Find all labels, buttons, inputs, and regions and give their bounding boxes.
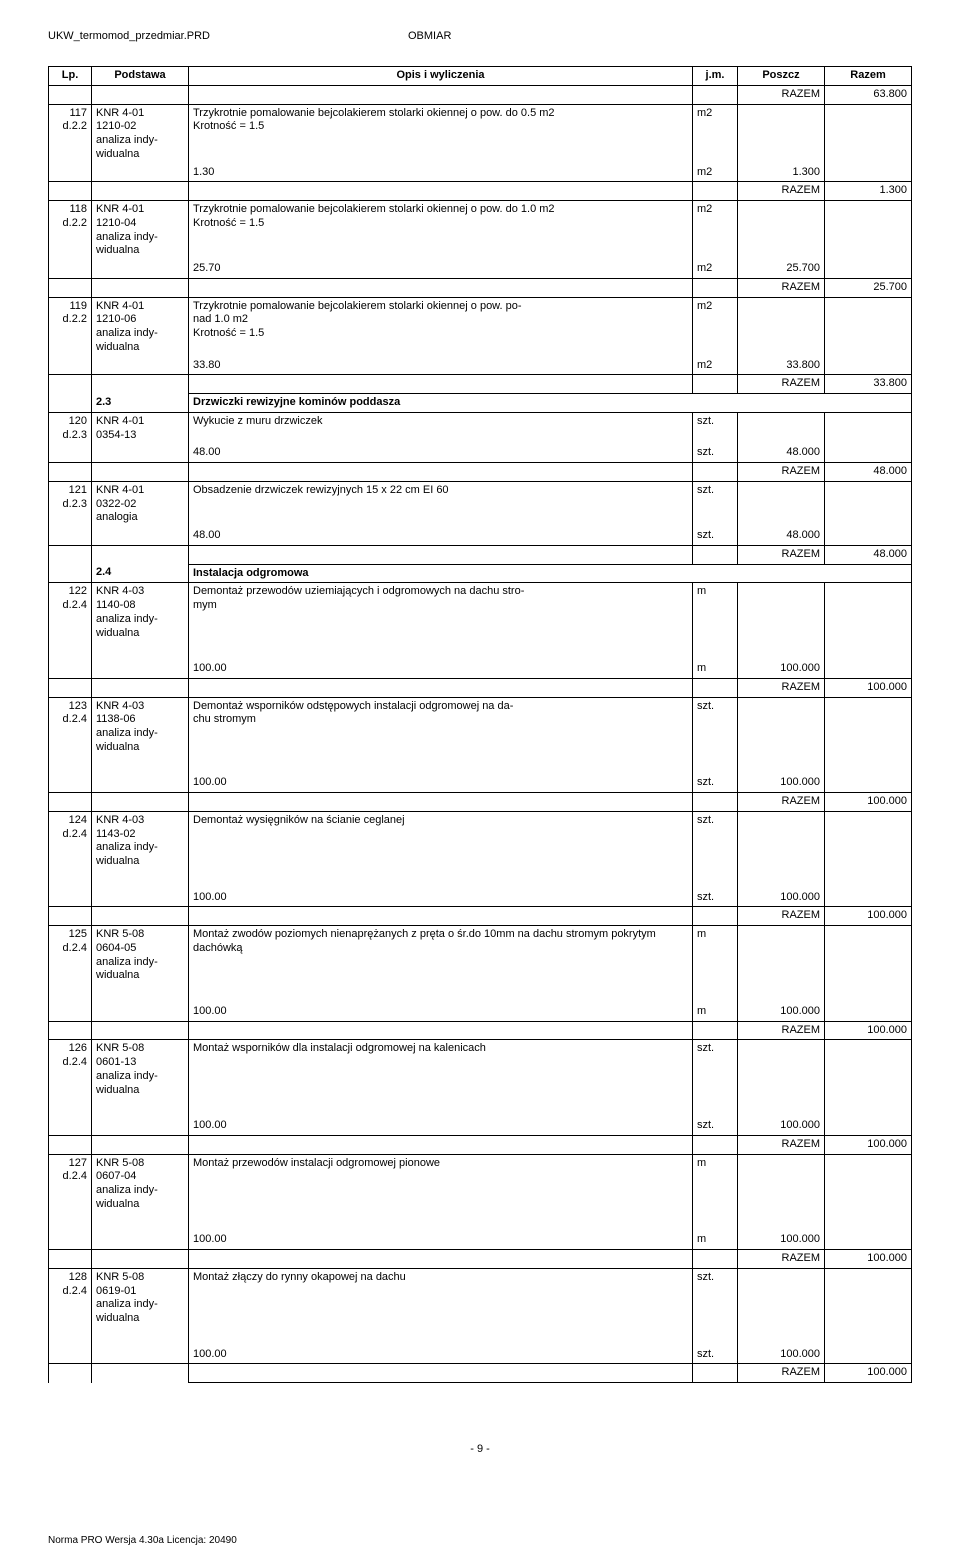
table-row: RAZEM100.000 bbox=[49, 793, 912, 812]
col-razem: Razem bbox=[825, 67, 912, 86]
table-row: 1.30m21.300 bbox=[49, 164, 912, 182]
col-lp: Lp. bbox=[49, 67, 92, 86]
table-row: 127d.2.4KNR 5-08 0607-04 analiza indy- w… bbox=[49, 1154, 912, 1214]
table-row: 123d.2.4KNR 4-03 1138-06 analiza indy- w… bbox=[49, 697, 912, 757]
row-desc: Trzykrotnie pomalowanie bejcolakierem st… bbox=[189, 297, 693, 357]
table-row: RAZEM48.000 bbox=[49, 463, 912, 482]
row-desc: Obsadzenie drzwiczek rewizyjnych 15 x 22… bbox=[189, 481, 693, 527]
row-desc: Wykucie z muru drzwiczek bbox=[189, 412, 693, 444]
table-row bbox=[49, 757, 912, 775]
row-lp: 127d.2.4 bbox=[49, 1154, 92, 1214]
table-row: 128d.2.4KNR 5-08 0619-01 analiza indy- w… bbox=[49, 1268, 912, 1328]
row-desc: Montaż wsporników dla instalacji odgromo… bbox=[189, 1040, 693, 1100]
row-lp: 120d.2.3 bbox=[49, 412, 92, 444]
section-row: 2.4Instalacja odgromowa bbox=[49, 564, 912, 583]
table-row: 48.00szt.48.000 bbox=[49, 444, 912, 462]
row-code: KNR 5-08 0619-01 analiza indy- widualna bbox=[92, 1268, 189, 1328]
table-row bbox=[49, 1328, 912, 1346]
row-code: KNR 4-03 1143-02 analiza indy- widualna bbox=[92, 811, 189, 871]
table-row bbox=[49, 985, 912, 1003]
table-row: 33.80m233.800 bbox=[49, 357, 912, 375]
row-desc: Demontaż wsporników odstępowych instalac… bbox=[189, 697, 693, 757]
row-lp: 126d.2.4 bbox=[49, 1040, 92, 1100]
col-opis: Opis i wyliczenia bbox=[189, 67, 693, 86]
table-row: RAZEM100.000 bbox=[49, 1021, 912, 1040]
footer-text: Norma PRO Wersja 4.30a Licencja: 20490 bbox=[0, 1535, 960, 1546]
row-desc: Montaż przewodów instalacji odgromowej p… bbox=[189, 1154, 693, 1214]
table-row: 100.00szt.100.000 bbox=[49, 889, 912, 907]
row-lp: 119d.2.2 bbox=[49, 297, 92, 357]
row-desc: Demontaż wysięgników na ścianie ceglanej bbox=[189, 811, 693, 871]
col-podstawa: Podstawa bbox=[92, 67, 189, 86]
row-code: KNR 5-08 0607-04 analiza indy- widualna bbox=[92, 1154, 189, 1214]
table-row: RAZEM100.000 bbox=[49, 1135, 912, 1154]
table-row: 126d.2.4KNR 5-08 0601-13 analiza indy- w… bbox=[49, 1040, 912, 1100]
table-row: 100.00szt.100.000 bbox=[49, 774, 912, 792]
table-row: 100.00szt.100.000 bbox=[49, 1117, 912, 1135]
section-title: Drzwiczki rewizyjne kominów poddasza bbox=[189, 394, 912, 413]
doc-header: UKW_termomod_przedmiar.PRD OBMIAR bbox=[48, 30, 912, 42]
table-row: 122d.2.4KNR 4-03 1140-08 analiza indy- w… bbox=[49, 583, 912, 643]
row-lp: 122d.2.4 bbox=[49, 583, 92, 643]
row-lp: 117d.2.2 bbox=[49, 104, 92, 164]
row-code: KNR 4-01 1210-06 analiza indy- widualna bbox=[92, 297, 189, 357]
row-lp: 128d.2.4 bbox=[49, 1268, 92, 1328]
row-desc: Trzykrotnie pomalowanie bejcolakierem st… bbox=[189, 201, 693, 261]
row-lp: 121d.2.3 bbox=[49, 481, 92, 527]
row-code: KNR 4-03 1140-08 analiza indy- widualna bbox=[92, 583, 189, 643]
table-row bbox=[49, 871, 912, 889]
col-poszcz: Poszcz bbox=[738, 67, 825, 86]
row-lp: 125d.2.4 bbox=[49, 926, 92, 986]
row-code: KNR 4-01 0354-13 bbox=[92, 412, 189, 444]
page-number: - 9 - bbox=[48, 1443, 912, 1455]
table-row: 100.00m100.000 bbox=[49, 1003, 912, 1021]
row-code: KNR 4-01 0322-02 analogia bbox=[92, 481, 189, 527]
table-row: 25.70m225.700 bbox=[49, 260, 912, 278]
row-desc: Trzykrotnie pomalowanie bejcolakierem st… bbox=[189, 104, 693, 164]
table-row: 124d.2.4KNR 4-03 1143-02 analiza indy- w… bbox=[49, 811, 912, 871]
table-row bbox=[49, 1099, 912, 1117]
row-lp: 124d.2.4 bbox=[49, 811, 92, 871]
table-row: 119d.2.2KNR 4-01 1210-06 analiza indy- w… bbox=[49, 297, 912, 357]
section-title: Instalacja odgromowa bbox=[189, 564, 912, 583]
row-code: KNR 4-01 1210-02 analiza indy- widualna bbox=[92, 104, 189, 164]
row-code: KNR 4-01 1210-04 analiza indy- widualna bbox=[92, 201, 189, 261]
doc-header-right: OBMIAR bbox=[408, 30, 912, 42]
table-row: 121d.2.3KNR 4-01 0322-02 analogiaObsadze… bbox=[49, 481, 912, 527]
table-row: 100.00m100.000 bbox=[49, 660, 912, 678]
table-row: 48.00szt.48.000 bbox=[49, 527, 912, 545]
table-row: RAZEM25.700 bbox=[49, 278, 912, 297]
table-row: RAZEM100.000 bbox=[49, 678, 912, 697]
row-desc: Demontaż przewodów uziemiających i odgro… bbox=[189, 583, 693, 643]
measure-table: Lp. Podstawa Opis i wyliczenia j.m. Posz… bbox=[48, 66, 912, 1383]
table-row: 118d.2.2KNR 4-01 1210-04 analiza indy- w… bbox=[49, 201, 912, 261]
table-row: 100.00szt.100.000 bbox=[49, 1346, 912, 1364]
doc-header-left: UKW_termomod_przedmiar.PRD bbox=[48, 30, 408, 42]
table-row: RAZEM100.000 bbox=[49, 1364, 912, 1383]
table-row: RAZEM33.800 bbox=[49, 375, 912, 394]
table-row: 125d.2.4KNR 5-08 0604-05 analiza indy- w… bbox=[49, 926, 912, 986]
col-jm: j.m. bbox=[693, 67, 738, 86]
row-lp: 123d.2.4 bbox=[49, 697, 92, 757]
table-row bbox=[49, 642, 912, 660]
row-desc: Montaż zwodów poziomych nienaprężanych z… bbox=[189, 926, 693, 986]
table-row: 100.00m100.000 bbox=[49, 1231, 912, 1249]
table-row: RAZEM1.300 bbox=[49, 182, 912, 201]
row-code: KNR 4-03 1138-06 analiza indy- widualna bbox=[92, 697, 189, 757]
table-row: 117d.2.2KNR 4-01 1210-02 analiza indy- w… bbox=[49, 104, 912, 164]
table-row: RAZEM100.000 bbox=[49, 907, 912, 926]
table-row: 120d.2.3KNR 4-01 0354-13Wykucie z muru d… bbox=[49, 412, 912, 444]
section-row: 2.3Drzwiczki rewizyjne kominów poddasza bbox=[49, 394, 912, 413]
row-code: KNR 5-08 0601-13 analiza indy- widualna bbox=[92, 1040, 189, 1100]
row-lp: 118d.2.2 bbox=[49, 201, 92, 261]
table-row: RAZEM63.800 bbox=[49, 85, 912, 104]
row-desc: Montaż złączy do rynny okapowej na dachu bbox=[189, 1268, 693, 1328]
table-row: RAZEM100.000 bbox=[49, 1250, 912, 1269]
table-row bbox=[49, 1214, 912, 1232]
table-row: RAZEM48.000 bbox=[49, 545, 912, 564]
row-code: KNR 5-08 0604-05 analiza indy- widualna bbox=[92, 926, 189, 986]
